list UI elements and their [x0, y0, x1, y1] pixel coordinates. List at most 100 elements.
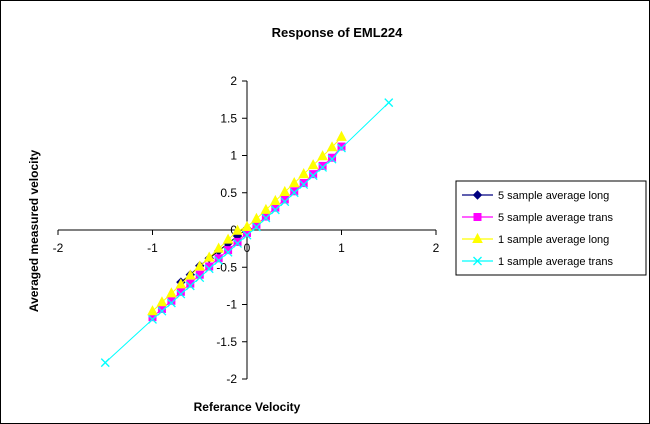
x-axis-title: Referance Velocity — [194, 400, 301, 414]
y-axis-title: Averaged measured velocity — [27, 150, 41, 313]
marker-stroke — [318, 162, 328, 172]
data-point — [156, 296, 168, 307]
legend-marker — [472, 232, 483, 243]
plot-series — [100, 98, 394, 368]
marker-stroke — [270, 205, 280, 215]
marker-stroke — [280, 197, 290, 207]
legend-item-1-trans: 1 sample average trans — [462, 256, 613, 268]
y-tick-label: -1 — [226, 298, 237, 312]
data-point — [166, 287, 177, 298]
data-point — [224, 246, 233, 255]
data-point — [186, 279, 195, 288]
marker-stroke — [233, 238, 243, 248]
data-point — [233, 237, 242, 246]
marker-stroke — [299, 180, 309, 190]
legend-marker — [473, 213, 482, 221]
data-point — [270, 205, 280, 215]
data-point — [251, 212, 262, 223]
marker-stroke — [473, 256, 482, 266]
data-point — [157, 306, 167, 316]
y-tick-label: 1 — [230, 149, 237, 163]
legend-label: 1 sample average trans — [498, 256, 613, 268]
data-point — [327, 154, 337, 164]
series-1-trans — [100, 98, 394, 368]
data-point — [195, 273, 205, 283]
data-point — [166, 298, 176, 308]
data-point — [233, 238, 243, 248]
data-point — [326, 141, 338, 152]
y-tick-label: -0.5 — [216, 260, 237, 274]
y-tick-label: 1.5 — [220, 111, 237, 125]
data-point — [203, 251, 215, 262]
chart-title: Response of EML224 — [272, 25, 404, 40]
data-point — [384, 98, 394, 108]
data-point — [148, 314, 157, 324]
marker-stroke — [308, 171, 318, 181]
marker-stroke — [327, 154, 337, 164]
legend-label: 5 sample average trans — [498, 212, 613, 224]
y-tick-label: -1.5 — [216, 335, 237, 349]
data-point — [251, 222, 261, 232]
data-point — [308, 171, 318, 181]
legend-label: 5 sample average long — [498, 190, 609, 202]
data-point — [205, 262, 214, 271]
data-point — [270, 194, 281, 205]
data-point — [175, 278, 187, 289]
marker-stroke — [214, 256, 224, 266]
marker-stroke — [157, 306, 167, 316]
data-point — [328, 153, 337, 162]
data-point — [337, 142, 346, 151]
data-point — [289, 188, 299, 198]
data-point — [307, 159, 319, 170]
marker-stroke — [176, 289, 186, 299]
legend-item-1-long: 1 sample average long — [462, 232, 609, 246]
data-point — [299, 179, 308, 188]
data-point — [232, 224, 243, 235]
axes: -2 -1 0 1 2 -2 -1.5 -1 -0.5 0 0.5 1 1.5 2 — [53, 74, 440, 386]
x-tick-label: -1 — [147, 241, 158, 255]
data-point — [204, 264, 214, 274]
data-point — [213, 242, 224, 253]
marker-stroke — [148, 314, 157, 324]
data-point — [318, 161, 327, 170]
marker-stroke — [100, 358, 110, 368]
data-point — [147, 305, 158, 316]
marker-stroke — [289, 188, 299, 198]
data-point — [241, 220, 253, 232]
data-point — [336, 130, 347, 141]
marker-stroke — [337, 143, 346, 153]
y-tick-label: 0 — [230, 223, 237, 237]
marker-stroke — [251, 222, 261, 232]
data-point — [176, 289, 186, 299]
marker-stroke — [166, 298, 176, 308]
data-point — [100, 358, 110, 368]
data-point — [242, 230, 252, 240]
y-tick-label: 0.5 — [220, 186, 237, 200]
legend-item-5-trans: 5 sample average trans — [462, 212, 613, 224]
data-point — [214, 254, 223, 263]
data-point — [288, 176, 300, 188]
marker-stroke — [261, 213, 271, 223]
marker-stroke — [195, 273, 205, 283]
marker-stroke — [204, 264, 214, 274]
x-tick-label: -2 — [53, 241, 64, 255]
legend: 5 sample average long 5 sample average tr… — [455, 180, 647, 276]
data-point — [337, 143, 346, 153]
marker-stroke — [223, 247, 233, 257]
data-point — [299, 180, 309, 190]
y-tick-label: -2 — [226, 372, 237, 386]
marker-stroke — [185, 281, 195, 291]
data-point — [214, 256, 224, 266]
x-tick-label: 2 — [433, 241, 440, 255]
data-point — [298, 168, 310, 179]
data-point — [260, 203, 272, 214]
data-point — [223, 247, 233, 257]
series-1-long — [147, 130, 347, 316]
data-point — [185, 281, 195, 291]
legend-marker — [472, 190, 483, 200]
data-point — [290, 187, 299, 196]
data-point — [184, 269, 196, 280]
marker-stroke — [384, 98, 394, 108]
